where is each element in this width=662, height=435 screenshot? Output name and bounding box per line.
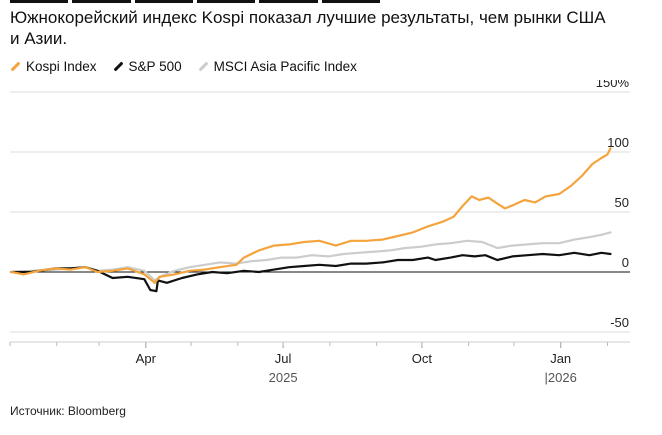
y-tick-label: -50: [610, 315, 629, 330]
series-line-msci: [10, 231, 612, 282]
legend-swatch-sp500: [113, 61, 123, 72]
x-year-label: 2025: [269, 370, 298, 385]
y-tick-label: 50: [615, 195, 629, 210]
line-chart: -50 0 50 100 150% Apr Jul Oct Jan 2025 |2026: [9, 80, 630, 385]
y-tick-label: 0: [622, 255, 629, 270]
legend-item-msci: MSCI Asia Pacific Index: [198, 59, 357, 74]
chart-legend: Kospi Index S&P 500 MSCI Asia Pacific In…: [10, 59, 357, 74]
legend-swatch-kospi: [10, 61, 21, 72]
source-note: Источник: Bloomberg: [10, 404, 126, 418]
legend-label-sp500: S&P 500: [128, 59, 182, 74]
legend-label-msci: MSCI Asia Pacific Index: [213, 59, 357, 74]
legend-item-sp500: S&P 500: [113, 59, 182, 74]
legend-label-kospi: Kospi Index: [26, 59, 97, 74]
x-tick-label: Oct: [412, 351, 433, 366]
x-tick-label: Apr: [136, 351, 157, 366]
series-line-sp500: [10, 251, 612, 293]
legend-swatch-msci: [198, 61, 209, 72]
series-line-kospi: [10, 147, 612, 284]
x-tick-label: Jul: [275, 351, 292, 366]
x-year-label: |2026: [545, 370, 577, 385]
header-rule: [10, 0, 380, 4]
x-tick-label: Jan: [550, 351, 571, 366]
y-tick-label: 150%: [596, 80, 630, 90]
y-tick-label: 100: [607, 135, 629, 150]
chart-title: Южнокорейский индекс Kospi показал лучши…: [10, 8, 606, 48]
legend-item-kospi: Kospi Index: [10, 59, 97, 74]
